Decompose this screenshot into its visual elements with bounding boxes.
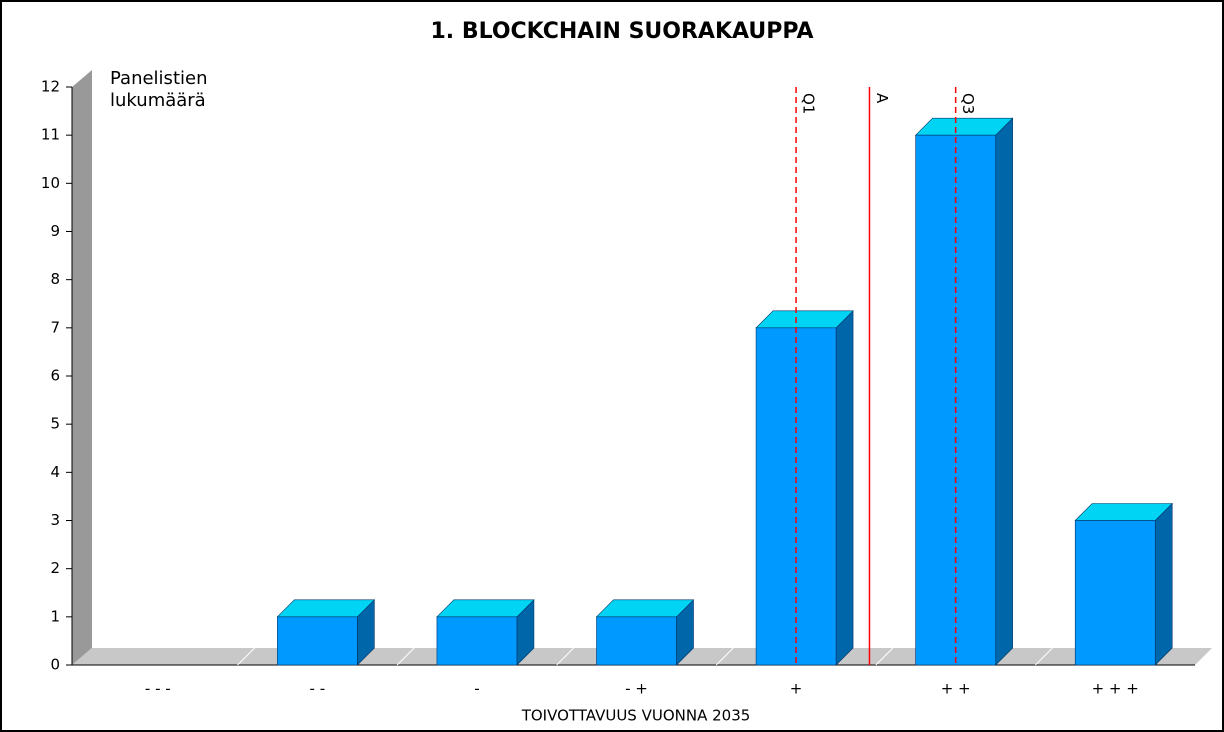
category-separator [715, 647, 734, 666]
y-tick-label: 6 [50, 367, 60, 385]
y-tick-label: 3 [50, 511, 60, 529]
y-tick-label: 12 [41, 78, 60, 96]
bar-top [755, 310, 854, 329]
y-axis-label: Panelistien lukumäärä [110, 68, 208, 111]
category-separator [556, 647, 575, 666]
x-tick-label: + + [941, 680, 971, 698]
y-tick-label: 7 [50, 318, 60, 336]
x-tick-label: - - [310, 680, 326, 698]
category-separator [237, 647, 255, 666]
bar [277, 616, 358, 666]
bar-top [276, 599, 376, 618]
x-axis-label: TOIVOTTAVUUS VUONNA 2035 [521, 707, 751, 725]
marker-label: A [873, 93, 891, 104]
bar-top [914, 117, 1014, 136]
bar-top [436, 599, 535, 618]
bar-side [835, 310, 854, 666]
category-separator [396, 647, 415, 666]
axis-wall [72, 70, 92, 665]
x-tick-label: + [790, 680, 803, 698]
y-tick-label: 11 [41, 126, 60, 144]
bar [1074, 520, 1156, 666]
y-tick-label: 8 [50, 270, 60, 288]
x-tick-label: - - - [145, 680, 171, 698]
bar-top [595, 599, 695, 618]
marker-label: Q3 [959, 93, 977, 114]
bar-side [1154, 502, 1173, 666]
bar [596, 616, 677, 666]
y-tick-label: 10 [41, 174, 60, 192]
chart-title: 1. BLOCKCHAIN SUORAKAUPPA [431, 19, 814, 44]
y-tick-label: 2 [50, 559, 60, 577]
bar-top [1074, 503, 1173, 521]
x-tick-label: - [474, 680, 479, 698]
category-separator [875, 647, 894, 666]
bar-side [995, 117, 1013, 666]
y-tick-label: 5 [50, 415, 60, 433]
bar [436, 616, 518, 666]
y-tick-label: 9 [50, 222, 60, 240]
y-tick-label: 0 [50, 656, 60, 674]
category-separator [1035, 647, 1053, 666]
x-tick-label: - + [625, 680, 648, 698]
y-tick-label: 4 [50, 463, 60, 481]
x-tick-label: + + + [1092, 680, 1139, 698]
y-tick-label: 1 [50, 607, 60, 625]
marker-label: Q1 [800, 93, 818, 114]
